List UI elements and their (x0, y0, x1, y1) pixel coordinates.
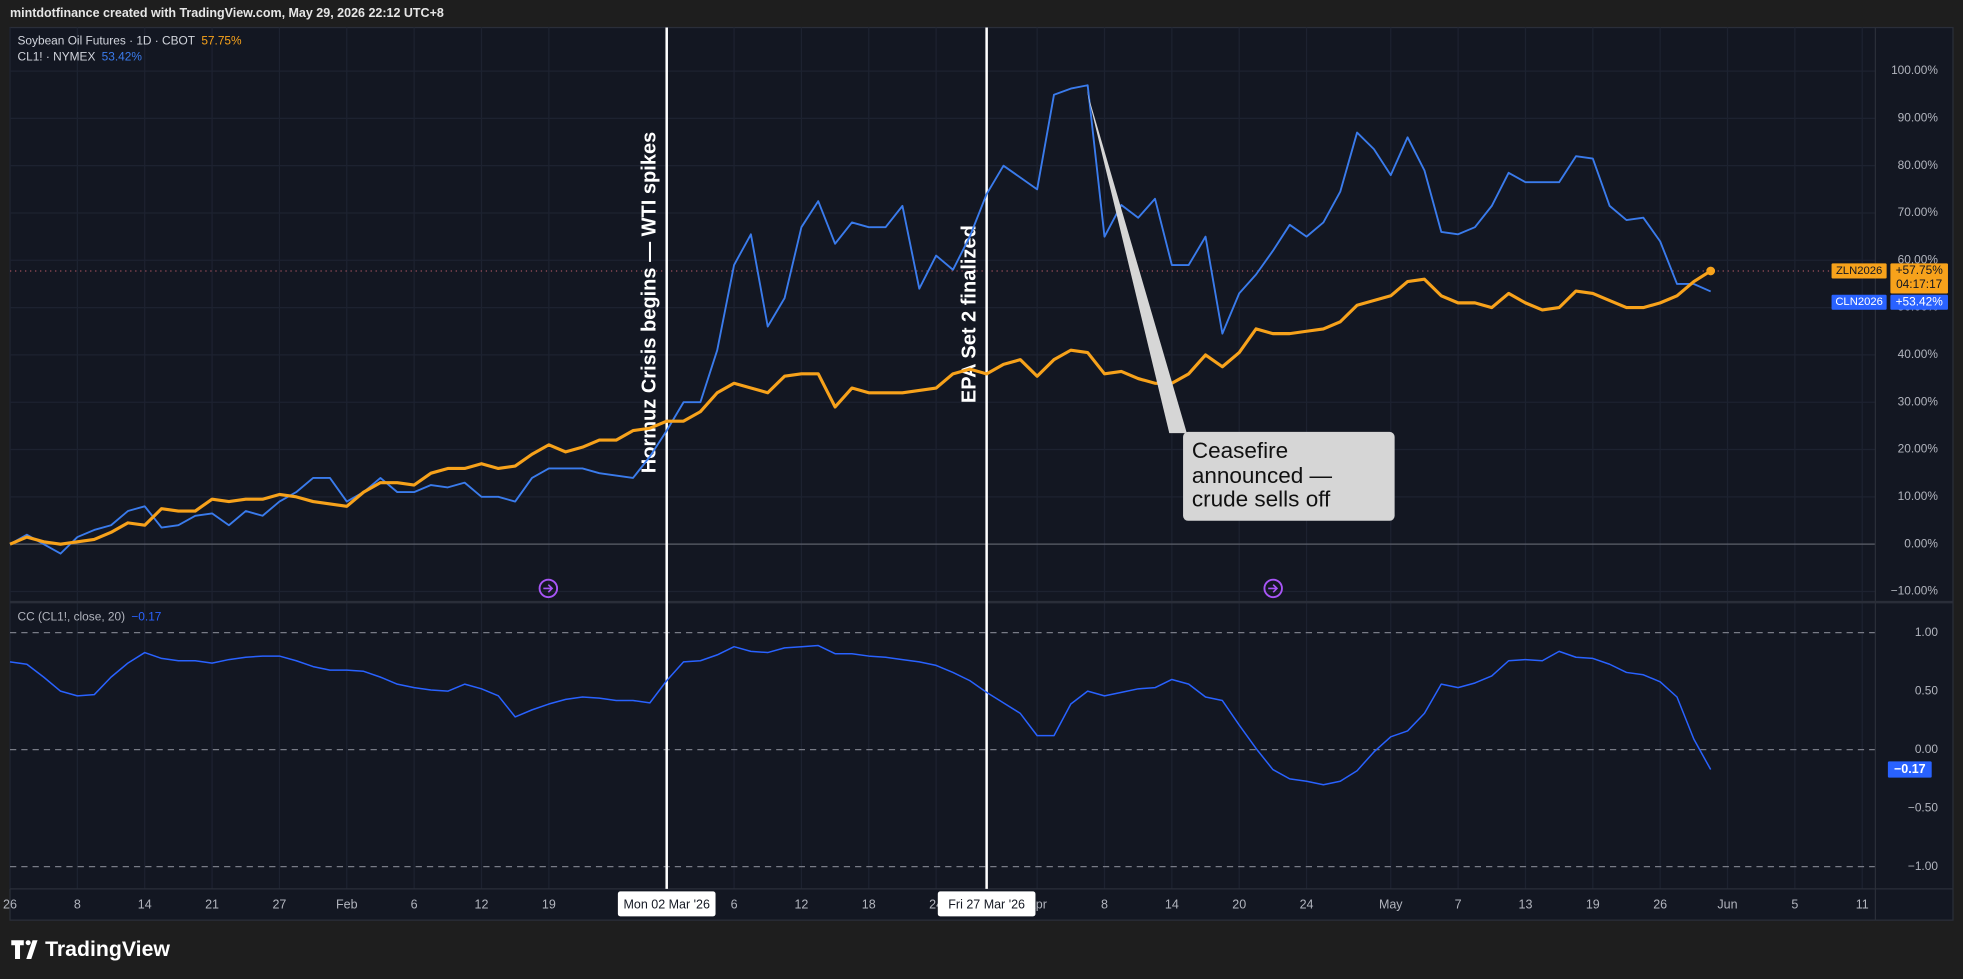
x-tick-label: 13 (1519, 897, 1533, 911)
x-tick-label: 14 (138, 897, 152, 911)
y-tick-label: 40.00% (1898, 347, 1939, 361)
x-tick-label: 11 (1856, 897, 1869, 911)
chart-area (9, 26, 1954, 921)
crosshair-date-box (617, 891, 716, 917)
symbol-tag (1831, 294, 1887, 310)
x-tick-label: 8 (74, 897, 81, 911)
x-tick-label: 18 (862, 897, 876, 911)
brand: TradingView (11, 937, 170, 961)
alert-icon-arrow (1268, 584, 1279, 593)
callout-text: announced — (1192, 463, 1333, 488)
y-tick-label: 30.00% (1898, 394, 1939, 408)
y-tick-label: 20.00% (1898, 442, 1939, 456)
y-tick-label: 60.00% (1898, 252, 1939, 266)
legend-name: CC (CL1!, close, 20) (18, 609, 126, 623)
legend-name: CL1! · NYMEX (18, 50, 96, 64)
grid (9, 27, 1876, 889)
legend-value: 53.42% (102, 50, 143, 64)
x-tick-label: 19 (1586, 897, 1600, 911)
last-point (1706, 266, 1716, 276)
legend-name: Soybean Oil Futures · 1D · CBOT (18, 33, 196, 47)
brand-name: TradingView (45, 937, 170, 961)
header-text: mintdotfinance created with TradingView.… (10, 6, 444, 20)
y-tick-label: 10.00% (1898, 489, 1939, 503)
x-tick-label: 6 (731, 897, 738, 911)
x-tick-label: Jun (1717, 897, 1737, 911)
callout-text: Ceasefire (1192, 438, 1288, 463)
y-tick-label: 70.00% (1898, 205, 1939, 219)
symbol-tag-text: ZLN2026 (1836, 265, 1882, 277)
x-tick-label: 26 (3, 897, 17, 911)
callout-text: crude sells off (1192, 487, 1331, 512)
legend: Soybean Oil Futures · 1D · CBOT 57.75% CL1… (18, 33, 243, 623)
x-tick-label: 7 (1455, 897, 1462, 911)
alert-icon-ring (1263, 578, 1283, 599)
x-tick-label: 20 (1232, 897, 1246, 911)
value-tag-text: −0.17 (1894, 762, 1926, 776)
legend-value: 57.75% (201, 33, 242, 47)
x-tick-label: 6 (411, 897, 418, 911)
y-tick-label: 1.00 (1915, 625, 1939, 639)
event-label: EPA Set 2 finalized (959, 225, 981, 403)
series-line (9, 84, 1712, 555)
alert-icon-arrow (543, 584, 554, 593)
x-tick-label: 12 (794, 897, 808, 911)
y-tick-label: 90.00% (1898, 111, 1939, 125)
symbol-tag (1831, 263, 1887, 279)
crosshair-date: Fri 27 Mar '26 (948, 897, 1025, 911)
brand-logo-dot (25, 940, 31, 946)
x-tick-label: 14 (1165, 897, 1179, 911)
value-tag-text: +57.75% (1896, 263, 1944, 277)
brand-logo (11, 940, 38, 959)
crosshair-date-box (937, 891, 1036, 917)
y-tick-label: −1.00 (1908, 859, 1938, 873)
x-tick-label: 27 (272, 897, 286, 911)
event-label: Hormuz Crisis begins — WTI spikes (639, 132, 661, 473)
alert-icon (1263, 578, 1283, 599)
value-tag-text: +53.42% (1896, 294, 1944, 308)
value-tag (1890, 294, 1948, 310)
alert-icon (538, 578, 559, 599)
x-tick-label: May (1379, 897, 1403, 911)
y-tick-label: −0.50 (1908, 800, 1938, 814)
x-tick-label: 19 (542, 897, 556, 911)
y-tick-label: 0.50 (1915, 683, 1939, 697)
x-tick-label: 12 (475, 897, 489, 911)
x-tick-label: 26 (1653, 897, 1667, 911)
y-tick-label: 0.00% (1904, 536, 1938, 550)
x-tick-label: 8 (1101, 897, 1108, 911)
alert-icon-ring (538, 578, 559, 599)
value-tag (1887, 761, 1932, 778)
y-tick-label: 0.00 (1915, 742, 1939, 756)
series-line (9, 644, 1712, 786)
value-tag (1890, 263, 1948, 294)
x-tick-label: 24 (1300, 897, 1314, 911)
x-tick-label: 5 (1791, 897, 1798, 911)
x-tick-label: 21 (205, 897, 219, 911)
countdown-text: 04:17:17 (1896, 277, 1942, 291)
symbol-tag-text: CLN2026 (1835, 296, 1883, 308)
crosshair-date: Mon 02 Mar '26 (623, 897, 710, 911)
series-line (9, 269, 1712, 546)
y-tick-label: 80.00% (1898, 158, 1939, 172)
legend-value: −0.17 (131, 609, 161, 623)
plot: Hormuz Crisis begins — WTI spikes EPA Set… (9, 27, 1716, 889)
x-tick-label: Feb (336, 897, 358, 911)
y-tick-label: 100.00% (1891, 63, 1938, 77)
callout-box (1183, 431, 1395, 521)
y-tick-label: −10.00% (1891, 584, 1939, 598)
